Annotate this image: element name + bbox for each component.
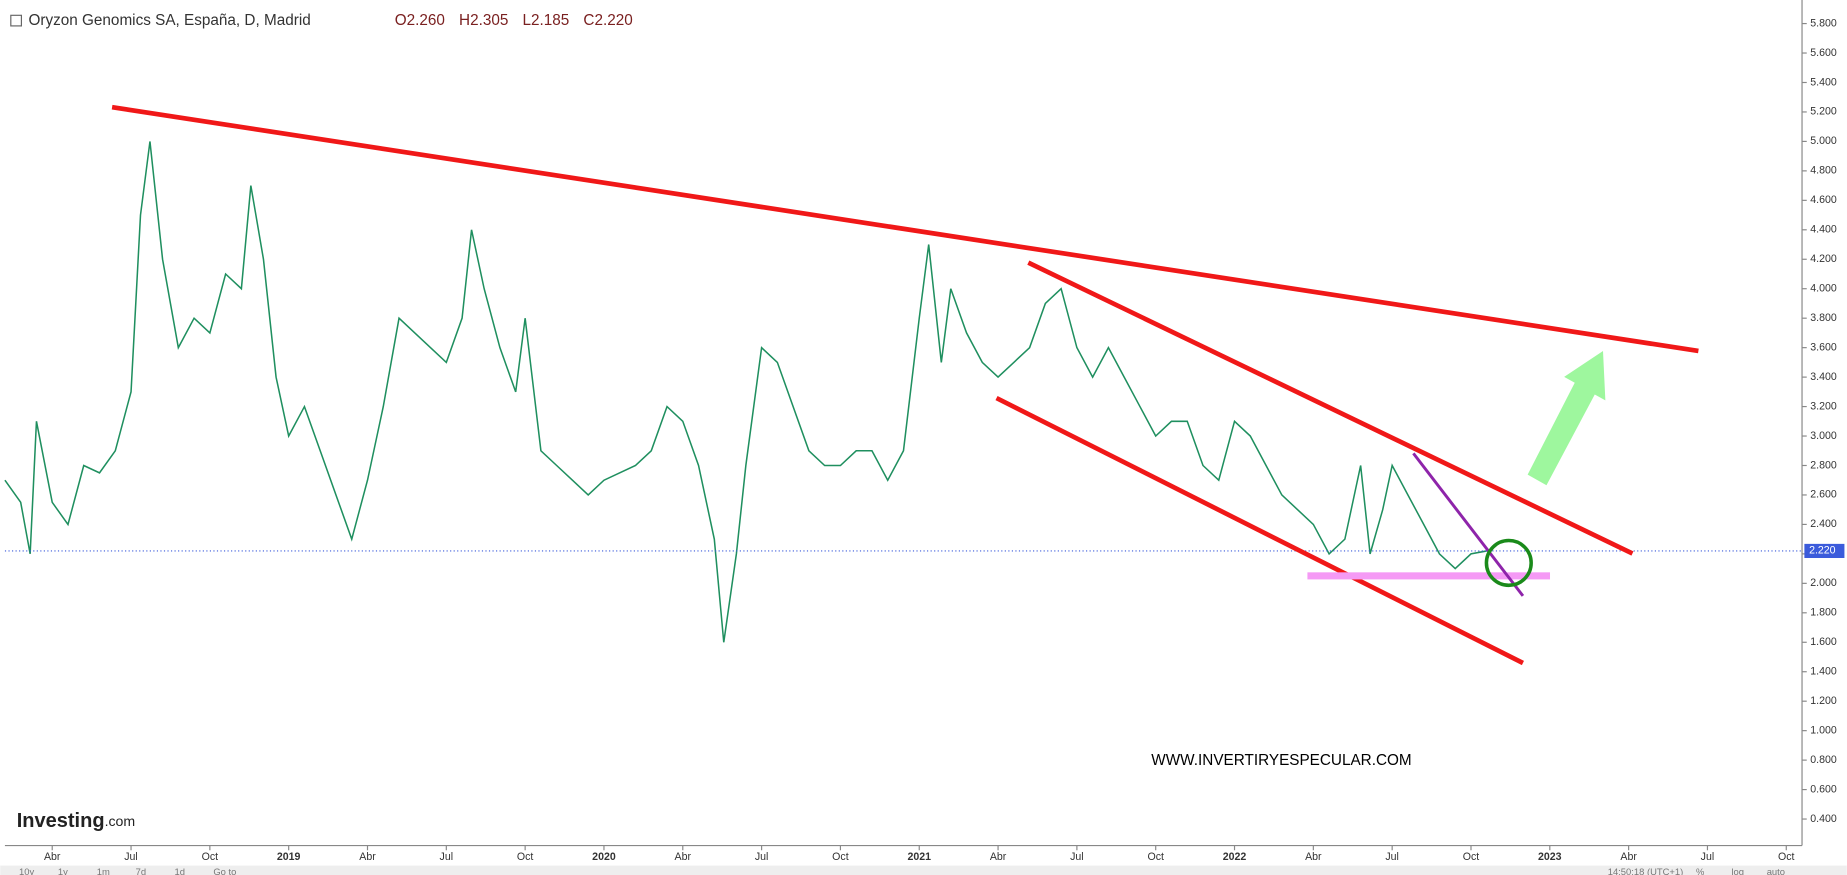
- y-tick-label: 2.000: [1810, 577, 1837, 589]
- y-tick-label: 4.000: [1810, 283, 1837, 295]
- y-tick-label: 5.600: [1810, 47, 1837, 59]
- y-tick-label: 4.600: [1810, 194, 1837, 206]
- toolbar: [0, 865, 1847, 875]
- y-tick-label: 4.200: [1810, 253, 1837, 265]
- x-tick-label: 2022: [1223, 851, 1247, 863]
- x-tick-label: Oct: [832, 851, 849, 863]
- x-tick-label: Jul: [124, 851, 138, 863]
- y-tick-label: 2.600: [1810, 489, 1837, 501]
- price-line: [4, 141, 1487, 643]
- y-tick-label: 3.800: [1810, 312, 1837, 324]
- y-tick-label: 5.400: [1810, 76, 1837, 88]
- toolbar-items: 10y 1y 1m 7d 1d Go to 14:50:18 (UTC+1)% log auto: [19, 866, 1785, 875]
- quote: L2.185: [523, 12, 570, 29]
- y-tick-label: 4.400: [1810, 224, 1837, 236]
- trend-line: [1412, 452, 1525, 597]
- clock: 14:50:18 (UTC+1): [1608, 866, 1684, 875]
- y-tick-label: 5.000: [1810, 135, 1837, 147]
- x-tick-label: Oct: [1463, 851, 1480, 863]
- y-tick-label: 1.400: [1810, 666, 1837, 678]
- y-tick-label: 2.800: [1810, 459, 1837, 471]
- last-price-label: 2.220: [1809, 545, 1836, 557]
- logo-brand: Investing: [17, 810, 105, 832]
- quote: C2.220: [583, 12, 632, 29]
- x-tick-label: Oct: [202, 851, 219, 863]
- trend-line: [1027, 260, 1634, 556]
- plot: [4, 141, 1803, 643]
- y-tick-label: 0.800: [1810, 754, 1837, 766]
- x-tick-label: Jul: [755, 851, 769, 863]
- y-tick-label: 1.600: [1810, 636, 1837, 648]
- y-tick-label: 0.600: [1810, 783, 1837, 795]
- x-tick-label: Jul: [440, 851, 454, 863]
- x-tick-label: Abr: [1620, 851, 1637, 863]
- range-button[interactable]: 7d: [136, 866, 146, 875]
- y-tick-label: 4.800: [1810, 165, 1837, 177]
- x-tick-label: 2023: [1538, 851, 1562, 863]
- y-tick-label: 1.800: [1810, 607, 1837, 619]
- x-tick-label: Jul: [1070, 851, 1084, 863]
- y-tick-label: 1.000: [1810, 724, 1837, 736]
- y-tick-label: 3.000: [1810, 430, 1837, 442]
- quotes: O2.260 H2.305 L2.185 C2.220: [395, 12, 633, 29]
- watermark: WWW.INVERTIRYESPECULAR.COM: [1151, 752, 1411, 769]
- option-button[interactable]: log: [1731, 866, 1744, 875]
- y-tick-label: 2.400: [1810, 518, 1837, 530]
- y-tick-label: 3.600: [1810, 341, 1837, 353]
- highlight-circle: [1484, 538, 1533, 588]
- x-tick-label: Oct: [1147, 851, 1164, 863]
- y-tick-label: 5.200: [1810, 106, 1837, 118]
- x-tick-label: Abr: [1305, 851, 1322, 863]
- trend-line: [111, 104, 1699, 354]
- range-button[interactable]: 10y: [19, 866, 34, 875]
- y-tick-label: 3.200: [1810, 400, 1837, 412]
- x-tick-label: 2021: [907, 851, 931, 863]
- y-tick-label: 5.800: [1810, 17, 1837, 29]
- x-tick-label: 2020: [592, 851, 616, 863]
- y-tick-label: 0.400: [1810, 813, 1837, 825]
- chart-title: Oryzon Genomics SA, España, D, Madrid: [28, 12, 310, 29]
- logo: Investing.com: [17, 810, 135, 832]
- y-tick-label: 3.400: [1810, 371, 1837, 383]
- x-tick-label: Abr: [990, 851, 1007, 863]
- x-tick-label: Abr: [359, 851, 376, 863]
- y-tick-label: 1.200: [1810, 695, 1837, 707]
- range-button[interactable]: 1m: [97, 866, 110, 875]
- range-button[interactable]: 1d: [175, 866, 185, 875]
- last-price-box: [1804, 543, 1845, 559]
- option-button[interactable]: auto: [1767, 866, 1785, 875]
- x-tick-label: Jul: [1385, 851, 1399, 863]
- x-tick-label: 2019: [277, 851, 301, 863]
- x-tick-label: Abr: [675, 851, 692, 863]
- quote: O2.260: [395, 12, 445, 29]
- x-tick-label: Abr: [44, 851, 61, 863]
- option-button[interactable]: %: [1696, 866, 1705, 875]
- arrow: [1527, 350, 1606, 486]
- trend-line: [995, 395, 1524, 666]
- logo-suffix: .com: [105, 813, 136, 829]
- x-tick-label: Oct: [1778, 851, 1795, 863]
- range-button[interactable]: Go to: [213, 866, 236, 875]
- x-tick-label: Oct: [517, 851, 534, 863]
- support-zone: [1307, 572, 1551, 580]
- range-button[interactable]: 1y: [58, 866, 68, 875]
- collapse-icon[interactable]: [10, 14, 23, 27]
- x-tick-label: Jul: [1701, 851, 1715, 863]
- quote: H2.305: [459, 12, 508, 29]
